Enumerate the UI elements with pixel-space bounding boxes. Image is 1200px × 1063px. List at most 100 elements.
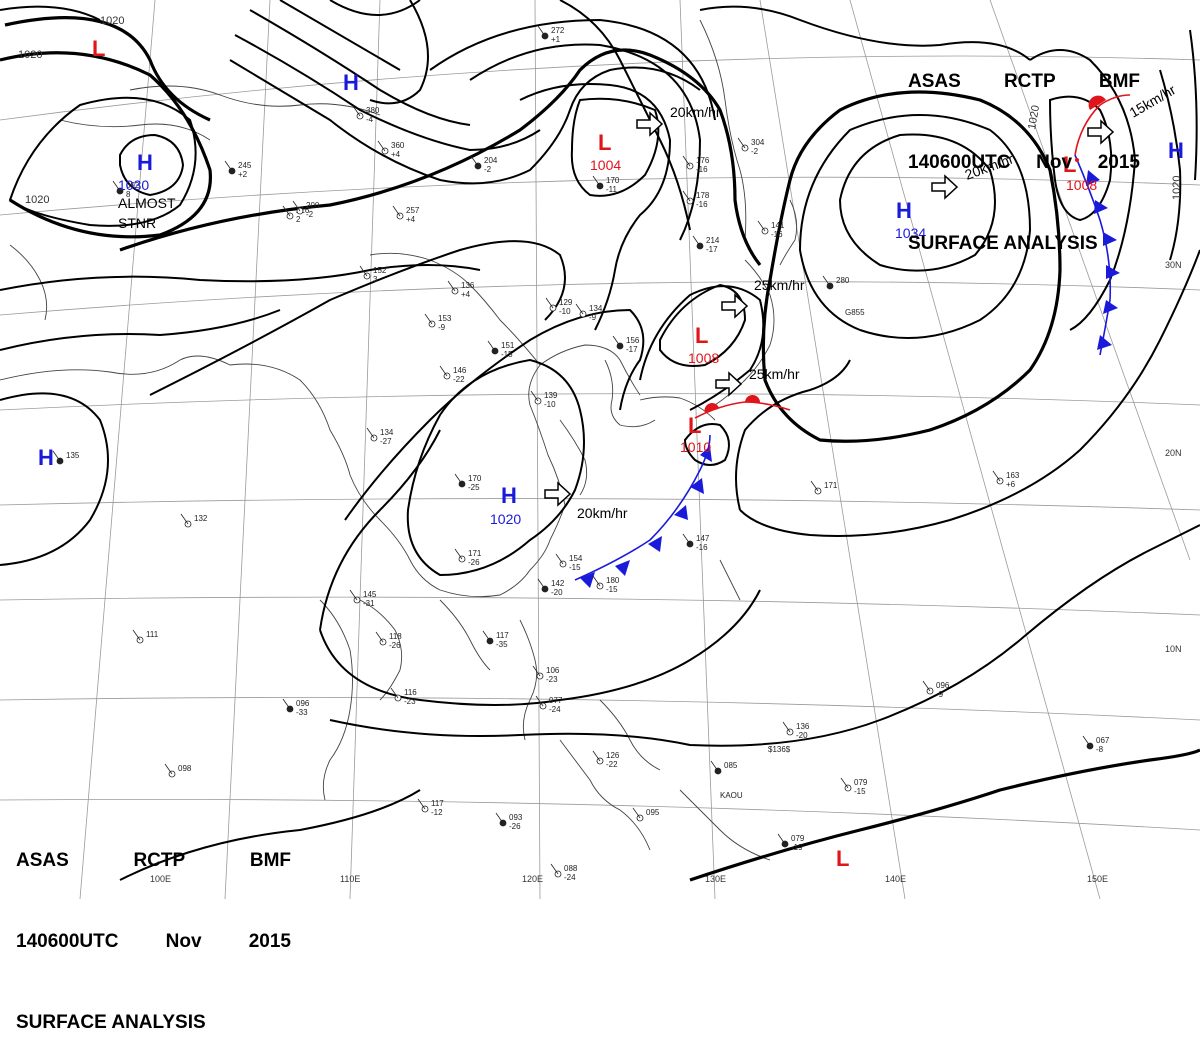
station-wind-barb — [375, 631, 384, 643]
station-wind-barb — [612, 335, 621, 347]
lon-label-140e: 140E — [885, 874, 906, 884]
station-wind-barb — [132, 629, 141, 641]
station-wind-barb — [359, 265, 368, 277]
high-center-east-edge: H — [1168, 138, 1184, 163]
station-pressure: 142 — [551, 579, 565, 588]
low-center-1008-value: 1008 — [688, 350, 719, 366]
header-time: 140600UTC — [908, 152, 1011, 173]
low-center-1010-letter: L — [688, 413, 701, 438]
station-pressure: 135 — [66, 451, 80, 460]
station-wind-barb — [592, 750, 601, 762]
station-pressure: 106 — [546, 666, 560, 675]
station-wind-barb — [392, 205, 401, 217]
station-wind-barb — [532, 665, 541, 677]
station-tendency: -9 — [438, 323, 446, 332]
station-wind-barb — [390, 687, 399, 699]
station-pressure: 136 — [796, 722, 810, 731]
station-wind-barb — [757, 220, 766, 232]
station-pressure: 092 — [126, 181, 140, 190]
isobars — [0, 0, 1200, 882]
low-center-1008-letter: L — [695, 323, 708, 348]
low-center-1004-value: 1004 — [590, 157, 621, 173]
station-tendency: -26 — [468, 558, 480, 567]
station-pressure: 146 — [453, 366, 467, 375]
header-month: Nov — [1036, 152, 1073, 173]
cold-front — [574, 434, 712, 588]
station-tendency: -20 — [551, 588, 563, 597]
station-pressure: 141 — [771, 221, 785, 230]
low-center-south: L — [836, 846, 849, 871]
station-wind-barb — [682, 155, 691, 167]
annotation-line-1: ALMOST — [118, 195, 176, 211]
station-tendency: -35 — [496, 640, 508, 649]
header-title: SURFACE ANALYSIS — [908, 233, 1098, 254]
lon-label-130e: 130E — [705, 874, 726, 884]
station-wind-barb — [1082, 735, 1091, 747]
station-pressure: 117 — [431, 799, 444, 808]
place-label-kaou: KAOU — [720, 791, 743, 800]
station-tendency: +4 — [461, 290, 471, 299]
lon-label-150e: 150E — [1087, 874, 1108, 884]
station-tendency: -26 — [509, 822, 521, 831]
station-tendency: -16 — [696, 543, 708, 552]
station-pressure: 154 — [569, 554, 583, 563]
station-pressure: 170 — [468, 474, 482, 483]
station-pressure: 200 — [306, 201, 320, 210]
station-tendency: -27 — [380, 437, 392, 446]
station-pressure: 139 — [544, 391, 558, 400]
station-pressure: 132 — [194, 514, 208, 523]
station-pressure: 257 — [406, 206, 420, 215]
station-pressure: 214 — [706, 236, 720, 245]
station-wind-barb — [482, 630, 491, 642]
speed-label-4: 20km/hr — [577, 505, 628, 521]
station-tendency: -20 — [796, 731, 808, 740]
station-tendency: -9 — [936, 690, 944, 699]
station-tendency: +4 — [391, 150, 401, 159]
place-label-g855: G855 — [845, 308, 865, 317]
station-pressure: 096 — [296, 699, 310, 708]
station-wind-barb — [180, 513, 189, 525]
header-time-2: 140600UTC — [16, 931, 119, 952]
station-pressure: 111 — [146, 630, 159, 639]
station-wind-barb — [377, 140, 386, 152]
station-tendency: 2 — [296, 215, 301, 224]
station-wind-barb — [682, 533, 691, 545]
station-wind-barb — [292, 200, 301, 212]
station-pressure: 118 — [389, 632, 402, 641]
station-tendency: -15 — [606, 585, 618, 594]
station-tendency: -15 — [501, 350, 513, 359]
header-title-2: SURFACE ANALYSIS — [16, 1012, 206, 1033]
station-tendency: -9 — [589, 313, 597, 322]
station-wind-barb — [447, 280, 456, 292]
station-wind-barb — [710, 760, 719, 772]
stationary-annotation: ALMOST STNR — [118, 195, 176, 231]
station-pressure: 163 — [1006, 471, 1020, 480]
station-tendency: -16 — [771, 230, 783, 239]
lon-label-100e: 100E — [150, 874, 171, 884]
station-tendency: -8 — [1096, 745, 1104, 754]
station-pressure: 156 — [626, 336, 640, 345]
station-tendency: -16 — [696, 165, 708, 174]
high-center-1034-letter: H — [896, 198, 912, 223]
lat-label-10n: 10N — [1165, 644, 1182, 654]
station-wind-barb — [424, 313, 433, 325]
low-center-east-1008-letter: L — [1063, 152, 1076, 177]
station-tendency: -16 — [696, 200, 708, 209]
station-pressure: 129 — [559, 298, 573, 307]
isobar-labels: 1020 1020 1020 1020 1020 — [18, 15, 1183, 206]
station-wind-barb — [366, 427, 375, 439]
speed-label-1: 20km/hr — [670, 104, 721, 120]
station-pressure: 380 — [366, 106, 380, 115]
station-wind-barb — [352, 105, 361, 117]
station-pressure: 116 — [404, 688, 417, 697]
isobar-label-1: 1020 — [18, 49, 42, 61]
station-pressure: 095 — [646, 808, 660, 817]
pressure-centers: H 1030 H 1020 H 1034 H H H L 1004 L 1008… — [38, 36, 1184, 871]
station-wind-barb — [470, 155, 479, 167]
speed-label-2: 25km/hr — [754, 277, 805, 293]
longitude-labels: 100E 110E 120E 130E 140E 150E — [150, 874, 1108, 884]
station-pressure: 134 — [589, 304, 603, 313]
station-pressure: 067 — [1096, 736, 1110, 745]
header-year: 2015 — [1097, 152, 1140, 173]
station-wind-barb — [417, 798, 426, 810]
